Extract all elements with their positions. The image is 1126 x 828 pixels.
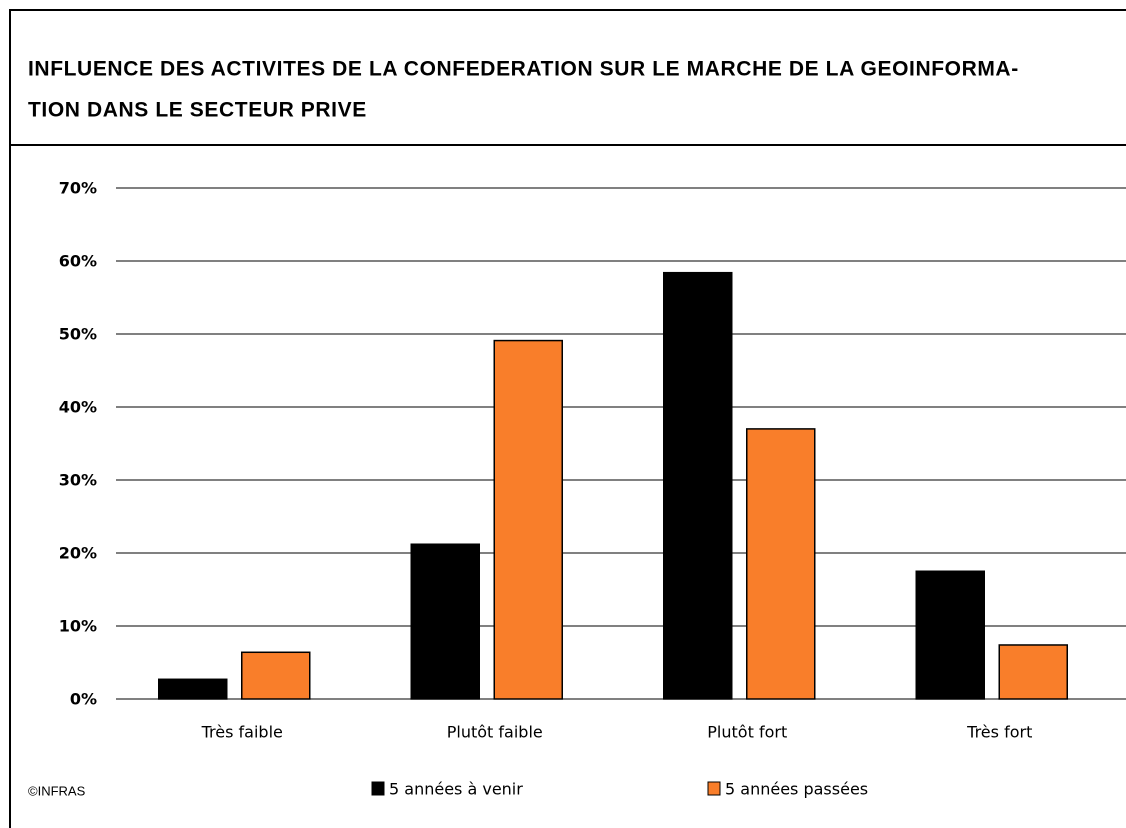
chart-title: INFLUENCE DES ACTIVITES DE LA CONFEDERAT… — [28, 58, 1019, 81]
x-tick-label: Plutôt fort — [707, 723, 787, 742]
bar — [746, 428, 816, 700]
bar — [158, 678, 228, 700]
y-tick-label: 30% — [59, 471, 97, 490]
y-tick-label: 70% — [59, 179, 97, 198]
y-tick-label: 60% — [59, 252, 97, 271]
bar — [663, 271, 733, 700]
y-tick-label: 20% — [59, 544, 97, 563]
legend-label: 5 années à venir — [389, 780, 523, 799]
source: ©INFRAS — [28, 783, 86, 798]
y-tick-label: 40% — [59, 398, 97, 417]
x-tick-label: Très faible — [201, 723, 283, 742]
y-tick-label: 50% — [59, 325, 97, 344]
legend-label: 5 années passées — [725, 780, 868, 799]
bar — [410, 543, 480, 700]
chart-title: TION DANS LE SECTEUR PRIVE — [28, 99, 367, 122]
bar — [241, 651, 311, 700]
y-tick-label: 10% — [59, 617, 97, 636]
x-tick-label: Plutôt faible — [447, 723, 543, 742]
x-tick-label: Très fort — [966, 723, 1032, 742]
legend-swatch — [707, 781, 721, 796]
frame — [9, 9, 1126, 828]
bar — [998, 644, 1068, 700]
bar — [493, 339, 563, 700]
y-tick-label: 0% — [70, 690, 97, 709]
bar — [915, 570, 985, 700]
legend-swatch — [371, 781, 385, 796]
